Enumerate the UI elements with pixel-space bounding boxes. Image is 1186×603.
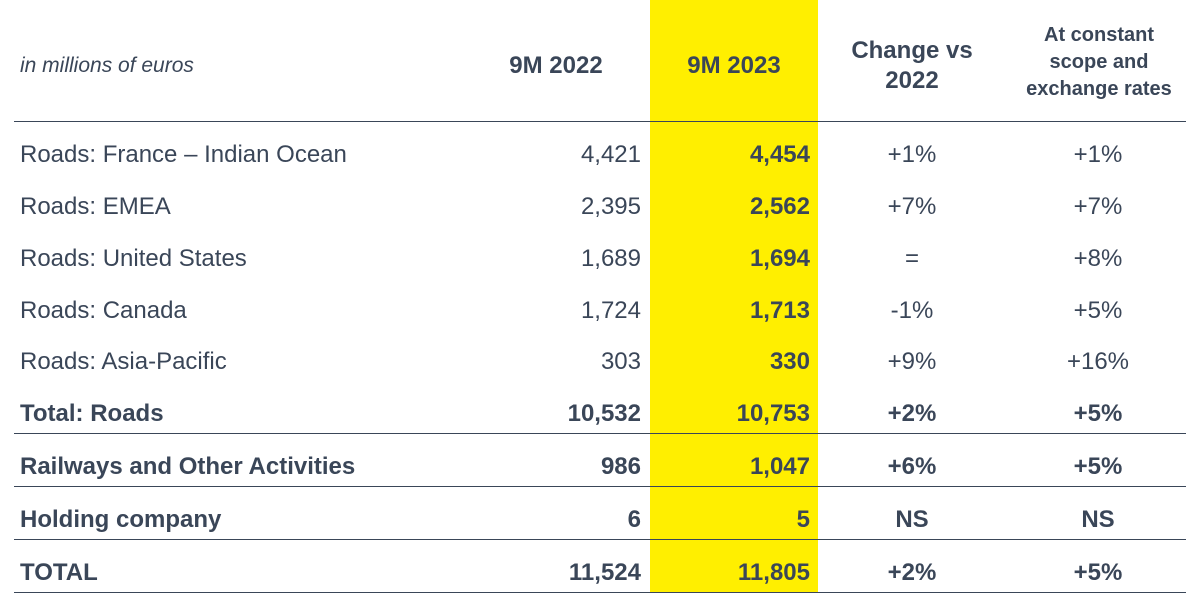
header-constant-scope: At constant scope and exchange rates: [1026, 23, 1172, 100]
row-value-2022: 11,524: [568, 559, 641, 586]
highlight-column-9m-2023: [650, 0, 818, 593]
row-divider: [14, 433, 1186, 434]
row-constant: +16%: [1066, 348, 1130, 375]
table-row-holding: Holding company 6 5 NS NS: [14, 494, 1186, 546]
row-label: Roads: France – Indian Ocean: [20, 141, 347, 168]
header-change: Change vs 2022: [851, 37, 973, 94]
table-row: Roads: Asia-Pacific 303 330 +9% +16%: [14, 336, 1186, 388]
table-row: Roads: Canada 1,724 1,713 -1% +5%: [14, 285, 1186, 337]
row-value-2022: 4,421: [580, 141, 641, 168]
row-value-2022: 1,724: [580, 297, 641, 324]
table-row-railways: Railways and Other Activities 986 1,047 …: [14, 441, 1186, 493]
row-value-2023: 10,753: [736, 400, 810, 427]
row-change: +6%: [887, 453, 937, 480]
row-value-2022: 10,532: [567, 400, 641, 427]
table-row: Roads: EMEA 2,395 2,562 +7% +7%: [14, 181, 1186, 233]
row-label: TOTAL: [20, 559, 98, 586]
row-value-2022: 303: [600, 348, 641, 375]
row-change: +2%: [887, 559, 937, 586]
row-constant: +5%: [1073, 400, 1123, 427]
row-constant: NS: [1081, 506, 1115, 533]
row-constant: +1%: [1073, 141, 1123, 168]
row-change: NS: [895, 506, 929, 533]
table-row-total-roads: Total: Roads 10,532 10,753 +2% +5%: [14, 388, 1186, 440]
row-constant: +5%: [1073, 453, 1123, 480]
row-value-2023: 1,047: [749, 453, 810, 480]
header-divider: [14, 121, 1186, 122]
row-value-2023: 2,562: [749, 193, 810, 220]
row-value-2023: 1,713: [749, 297, 810, 324]
row-constant: +7%: [1073, 193, 1123, 220]
row-change: +2%: [887, 400, 937, 427]
row-divider: [14, 486, 1186, 487]
row-value-2022: 6: [627, 506, 641, 533]
row-label: Roads: Canada: [20, 297, 187, 324]
unit-note: in millions of euros: [20, 54, 194, 77]
row-constant: +8%: [1073, 245, 1123, 272]
row-value-2023: 4,454: [749, 141, 810, 168]
row-constant: +5%: [1073, 559, 1123, 586]
header-9m-2022: 9M 2022: [509, 52, 603, 79]
row-divider: [14, 539, 1186, 540]
table-row: Roads: France – Indian Ocean 4,421 4,454…: [14, 129, 1186, 181]
row-value-2023: 1,694: [749, 245, 810, 272]
header-9m-2023: 9M 2023: [687, 52, 781, 79]
row-label: Total: Roads: [20, 400, 164, 427]
row-change: =: [904, 245, 919, 272]
table-bottom-rule: [14, 592, 1186, 593]
row-label: Holding company: [20, 506, 222, 533]
table-header: in millions of euros 9M 2022 9M 2023 Cha…: [14, 0, 1186, 120]
row-value-2023: 11,805: [737, 559, 810, 586]
row-change: +1%: [887, 141, 937, 168]
row-value-2023: 330: [769, 348, 810, 375]
row-value-2022: 986: [600, 453, 641, 480]
table-row: Roads: United States 1,689 1,694 = +8%: [14, 233, 1186, 285]
row-change: -1%: [890, 297, 934, 324]
row-constant: +5%: [1073, 297, 1123, 324]
row-value-2022: 1,689: [580, 245, 641, 272]
row-value-2023: 5: [796, 506, 810, 533]
row-label: Roads: Asia-Pacific: [20, 348, 227, 375]
table-row-grand-total: TOTAL 11,524 11,805 +2% +5%: [14, 547, 1186, 599]
row-label: Roads: United States: [20, 245, 247, 272]
row-label: Railways and Other Activities: [20, 453, 356, 480]
row-change: +9%: [887, 348, 937, 375]
row-label: Roads: EMEA: [20, 193, 171, 220]
row-value-2022: 2,395: [580, 193, 641, 220]
row-change: +7%: [887, 193, 937, 220]
